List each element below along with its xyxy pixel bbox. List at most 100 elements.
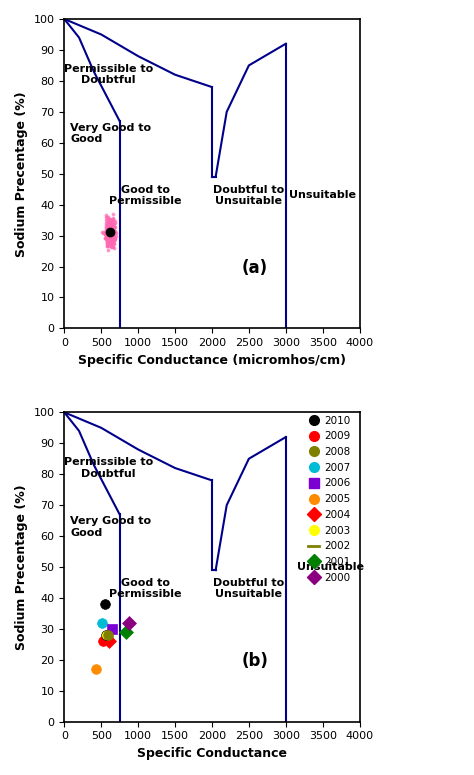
Point [103, 234, 111, 246]
Point [107, 238, 115, 250]
Point [106, 231, 114, 243]
Point [107, 223, 114, 236]
Point [105, 221, 112, 233]
Point [103, 227, 110, 239]
Point [107, 214, 114, 226]
Point [104, 230, 112, 243]
Point [103, 235, 111, 247]
Point [104, 216, 112, 229]
Point [104, 231, 112, 243]
Point [106, 220, 113, 232]
Point [106, 222, 114, 235]
Point [104, 235, 111, 247]
Text: Good to
Permissible: Good to Permissible [109, 578, 182, 600]
Point [107, 227, 115, 239]
Point [106, 225, 114, 237]
Point [102, 230, 110, 243]
Point [102, 221, 109, 233]
Point [108, 215, 115, 228]
Point [110, 233, 118, 246]
Point [108, 222, 115, 235]
Legend: 2010, 2009, 2008, 2007, 2006, 2005, 2004, 2003, 2002, 2001, 2000: 2010, 2009, 2008, 2007, 2006, 2005, 2004… [304, 412, 355, 587]
Point [108, 225, 116, 237]
Point [106, 231, 114, 243]
Point [102, 229, 109, 241]
Point [106, 221, 113, 233]
Point [108, 224, 115, 236]
Point [104, 228, 112, 240]
Point [105, 228, 112, 240]
Point [105, 238, 113, 250]
Point [101, 226, 109, 239]
Point [108, 226, 116, 238]
Point [109, 218, 117, 230]
Point [110, 225, 118, 237]
Point [106, 228, 114, 240]
Point [100, 226, 107, 239]
Point [100, 226, 108, 238]
Point [104, 231, 112, 243]
Point [108, 215, 115, 227]
Point [108, 229, 116, 241]
Point [109, 236, 117, 248]
Point [106, 225, 114, 237]
Point [103, 227, 111, 239]
Point [107, 226, 114, 238]
Point [107, 227, 115, 239]
Point [107, 219, 114, 232]
Point [108, 222, 115, 235]
Point [103, 233, 111, 246]
Point [103, 222, 111, 235]
Point [107, 224, 115, 236]
Point [104, 229, 112, 242]
Point [109, 212, 117, 224]
Point [104, 216, 112, 229]
Point [107, 224, 114, 236]
Point [102, 226, 110, 238]
Point [107, 223, 114, 236]
Point [107, 234, 115, 246]
Point [103, 238, 110, 250]
Point [106, 232, 113, 245]
Point [107, 226, 114, 239]
Point [109, 233, 117, 246]
Point [101, 232, 109, 244]
Point [107, 224, 114, 236]
Point [104, 232, 111, 245]
Point [108, 226, 116, 238]
Point [110, 226, 118, 238]
Point [105, 236, 113, 248]
Point [106, 226, 113, 239]
Point [108, 227, 115, 239]
Point [106, 223, 113, 236]
Point [108, 225, 115, 237]
Point [105, 229, 112, 241]
Point [105, 226, 112, 239]
Point [105, 219, 113, 232]
Point [107, 229, 114, 242]
Point [103, 216, 111, 229]
Point [107, 229, 114, 241]
Point [106, 232, 114, 244]
Point [108, 239, 116, 252]
Point [109, 241, 117, 253]
Point [103, 236, 111, 248]
Point [108, 225, 116, 237]
Point [111, 225, 118, 237]
Point [108, 219, 115, 231]
Point [107, 240, 115, 253]
Point [101, 227, 109, 239]
Point [106, 233, 113, 246]
Point [107, 230, 115, 243]
Point [109, 236, 116, 249]
Text: (a): (a) [241, 259, 268, 277]
Point [104, 220, 112, 232]
Point [106, 212, 114, 225]
Point [109, 222, 117, 234]
Point [104, 226, 112, 239]
Point [105, 224, 112, 236]
Point [103, 230, 111, 243]
Point [107, 231, 114, 243]
Point [112, 229, 120, 242]
Point [106, 231, 114, 243]
